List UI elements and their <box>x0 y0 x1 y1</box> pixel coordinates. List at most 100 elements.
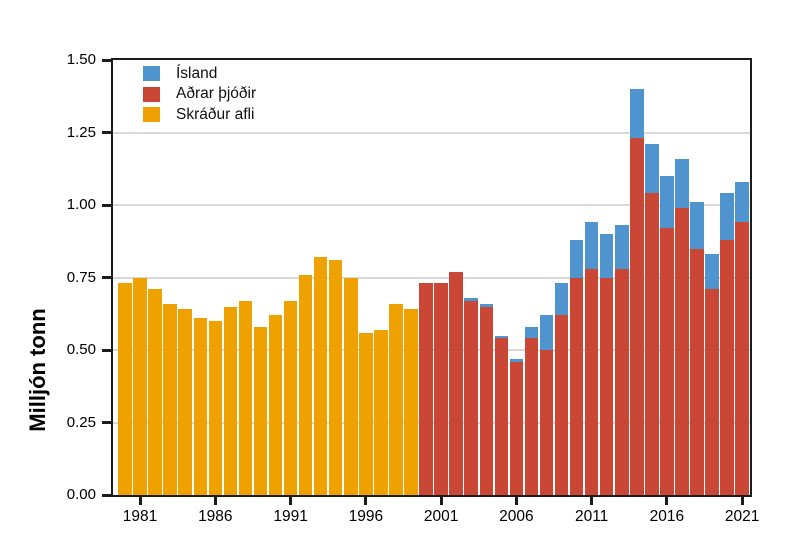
bar-segment <box>374 329 388 495</box>
bar-segment <box>283 300 298 495</box>
bar-segment <box>479 303 494 307</box>
legend-item-adrar-thjodir: Aðrar þjóðir <box>143 85 257 103</box>
y-tick-mark <box>102 131 111 134</box>
y-tick-mark <box>102 348 111 352</box>
legend-label-adrar-thjodir: Aðrar þjóðir <box>176 85 257 103</box>
bar-segment <box>569 277 584 495</box>
y-tick-mark <box>102 58 111 62</box>
y-tick-mark <box>102 276 111 279</box>
bar-segment <box>690 248 704 495</box>
bar-segment <box>690 202 704 249</box>
y-tick-mark <box>102 493 111 497</box>
bar-segment <box>675 158 689 208</box>
bar-segment <box>404 309 418 495</box>
bar-segment <box>584 268 599 495</box>
x-tick-label: 1996 <box>348 508 384 525</box>
bar-segment <box>133 277 147 495</box>
bar-segment <box>524 326 539 339</box>
bar-segment <box>554 283 569 316</box>
legend-item-skradur-afli: Skráður afli <box>143 107 256 122</box>
bar-segment <box>268 315 283 495</box>
bar-segment <box>735 222 749 495</box>
bar-segment <box>328 260 343 495</box>
bar-segment <box>645 144 659 194</box>
bar-segment <box>645 193 659 495</box>
bar-segment <box>344 277 358 495</box>
legend-item-island: Ísland <box>143 66 256 81</box>
bar-segment <box>148 289 162 495</box>
y-tick-label: 0.50 <box>66 341 96 358</box>
y-tick-mark <box>102 421 111 424</box>
skradur-afli-color-swatch <box>143 107 160 122</box>
x-tick-mark <box>364 497 368 505</box>
x-tick-label: 2006 <box>499 508 534 525</box>
x-tick-label: 2001 <box>423 508 459 525</box>
x-tick-label: 1991 <box>273 508 308 525</box>
bar-segment <box>599 277 614 495</box>
x-tick-mark <box>514 497 518 505</box>
legend-label-island: Ísland <box>176 64 218 82</box>
bar-segment <box>464 300 478 495</box>
bar-segment <box>705 289 719 495</box>
bar-segment <box>464 297 478 301</box>
x-tick-label: 1981 <box>122 508 158 525</box>
bar-segment <box>539 350 554 495</box>
y-tick-label: 1.50 <box>66 51 96 68</box>
bar-segment <box>599 234 614 278</box>
bar-segment <box>253 326 268 495</box>
x-tick-label: 1986 <box>198 508 233 525</box>
bar-segment <box>389 303 403 495</box>
bar-segment <box>298 274 313 495</box>
bar-segment <box>509 358 524 362</box>
x-tick-mark <box>665 497 669 505</box>
bar-segment <box>118 283 132 495</box>
adrar-thjodir-color-swatch <box>143 86 160 102</box>
y-tick-mark <box>102 203 111 207</box>
plot-area: Ísland Aðrar þjóðir Skráður afli <box>111 58 752 497</box>
bar-segment <box>630 138 644 495</box>
bar-segment <box>660 176 674 229</box>
x-tick-mark <box>213 497 217 505</box>
x-tick-mark <box>138 497 142 505</box>
bar-segment <box>178 309 192 495</box>
bar-segment <box>660 228 674 495</box>
bar-segment <box>509 361 524 495</box>
bar-segment <box>313 257 328 495</box>
x-tick-label: 2011 <box>574 508 609 525</box>
y-tick-label: 0.25 <box>66 413 96 431</box>
bar-segment <box>539 315 554 350</box>
y-tick-label: 1.00 <box>66 196 96 213</box>
bar-segment <box>494 338 509 495</box>
bar-segment <box>524 338 539 495</box>
bar-segment <box>584 222 599 269</box>
bar-segment <box>193 318 208 495</box>
bar-segment <box>615 225 629 269</box>
bar-segment <box>720 239 734 495</box>
gridline <box>113 276 750 279</box>
bar-segment <box>419 283 433 495</box>
bar-segment <box>163 303 177 495</box>
bar-segment <box>720 193 734 240</box>
y-tick-label: 0.00 <box>66 486 96 503</box>
legend: Ísland Aðrar þjóðir Skráður afli <box>143 66 256 128</box>
bar-segment <box>359 332 373 495</box>
island-color-swatch <box>143 66 160 81</box>
gridline <box>113 204 750 206</box>
x-tick-mark <box>590 497 594 505</box>
bar-segment <box>479 306 494 495</box>
bar-segment <box>705 254 719 290</box>
bar-segment <box>735 181 749 223</box>
bar-segment <box>615 268 629 495</box>
legend-label-skradur-afli: Skráður afli <box>176 105 255 123</box>
bar-segment <box>630 89 644 139</box>
bar-segment <box>238 300 253 495</box>
y-tick-label: 1.25 <box>66 123 96 141</box>
bar-segment <box>223 306 238 495</box>
x-tick-mark <box>289 497 293 505</box>
bar-segment <box>554 315 569 495</box>
bar-segment <box>434 283 448 495</box>
bar-segment <box>208 321 223 495</box>
x-tick-mark <box>439 497 443 505</box>
gridline <box>113 131 750 134</box>
